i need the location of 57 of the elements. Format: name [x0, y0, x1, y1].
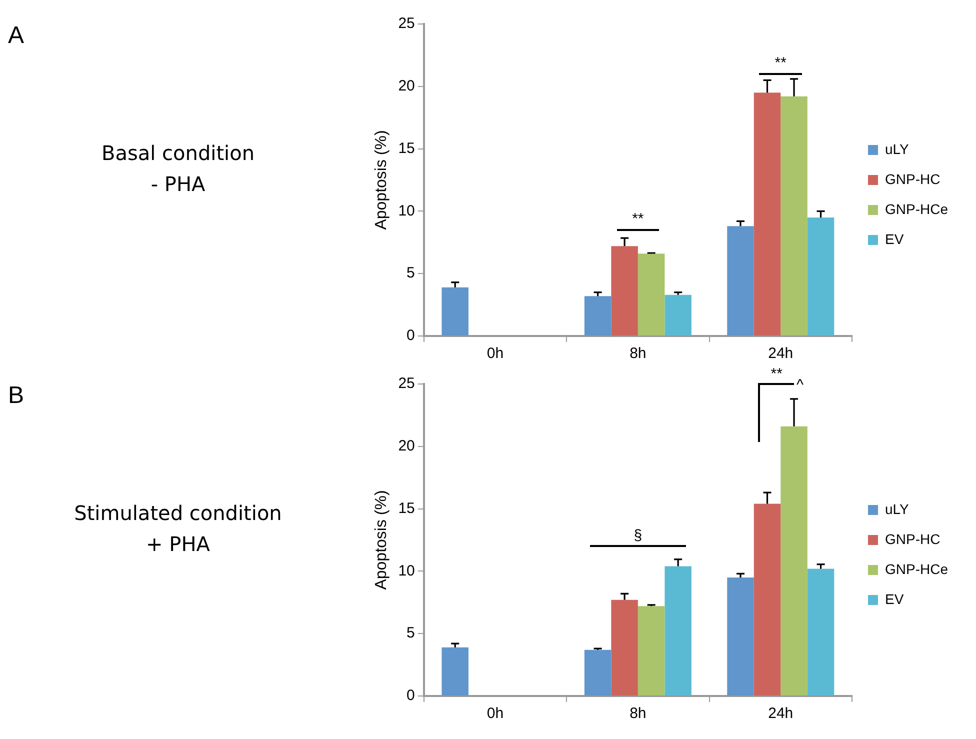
x-tick-label: 24h [768, 345, 794, 362]
bar [807, 568, 834, 696]
text: B [8, 382, 24, 410]
y-tick-label: 10 [398, 562, 415, 580]
legend-label: GNP-HCe [884, 200, 948, 217]
bar [664, 566, 692, 696]
bar [727, 577, 754, 696]
bar [442, 287, 468, 336]
bar [780, 96, 808, 336]
bar [584, 650, 612, 696]
legend-label: GNP-HC [884, 530, 940, 547]
y-tick-label: 25 [398, 375, 415, 392]
x-tick-label: 0h [486, 705, 504, 722]
annotation: § [634, 526, 642, 544]
bar [638, 606, 665, 696]
y-tick-label: 20 [398, 438, 415, 455]
bar [727, 226, 754, 336]
x-tick-label: 8h [630, 705, 646, 722]
y-axis-title: Apoptosis (%) [373, 490, 390, 590]
text: A [8, 22, 24, 50]
bar [807, 217, 834, 336]
bar [611, 246, 638, 336]
bar [754, 504, 781, 696]
y-tick-label: 15 [398, 500, 415, 517]
x-tick-label: 8h [630, 345, 646, 362]
text: + PHA [145, 531, 211, 558]
legend-label: uLY [884, 500, 910, 517]
y-axis-title: Apoptosis (%) [373, 130, 390, 230]
y-tick-label: 10 [398, 202, 415, 220]
y-tick-label: 0 [406, 327, 415, 344]
bar [754, 92, 781, 336]
y-tick-label: 25 [398, 15, 415, 32]
x-tick-label: 0h [486, 345, 504, 362]
text: - PHA [150, 171, 206, 198]
y-tick-label: 0 [406, 687, 415, 704]
bar [664, 294, 692, 336]
bar [584, 296, 612, 336]
bar [611, 600, 638, 696]
bar [442, 647, 468, 696]
text: ** [770, 366, 783, 383]
text: Stimulated condition [73, 500, 283, 527]
annotation: ** [774, 54, 787, 72]
annotation: ** [632, 210, 644, 228]
bar [638, 254, 665, 336]
legend-label: GNP-HCe [884, 560, 948, 577]
bar [780, 426, 808, 696]
text: Basal condition [100, 140, 256, 167]
legend-label: uLY [884, 140, 910, 157]
legend-label: EV [884, 590, 904, 607]
legend-label: EV [884, 230, 904, 247]
y-tick-label: 5 [406, 624, 415, 642]
y-tick-label: 5 [406, 264, 415, 282]
x-tick-label: 24h [768, 705, 794, 722]
legend-label: GNP-HC [884, 170, 940, 187]
y-tick-label: 20 [398, 78, 415, 95]
y-tick-label: 15 [398, 140, 415, 157]
annotation: ^ [796, 376, 804, 394]
